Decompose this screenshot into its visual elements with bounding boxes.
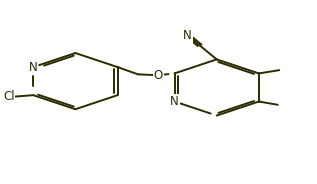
Text: O: O (154, 69, 163, 82)
Text: N: N (170, 95, 179, 108)
Text: N: N (29, 61, 38, 74)
Text: N: N (183, 29, 192, 42)
Text: Cl: Cl (3, 90, 15, 103)
